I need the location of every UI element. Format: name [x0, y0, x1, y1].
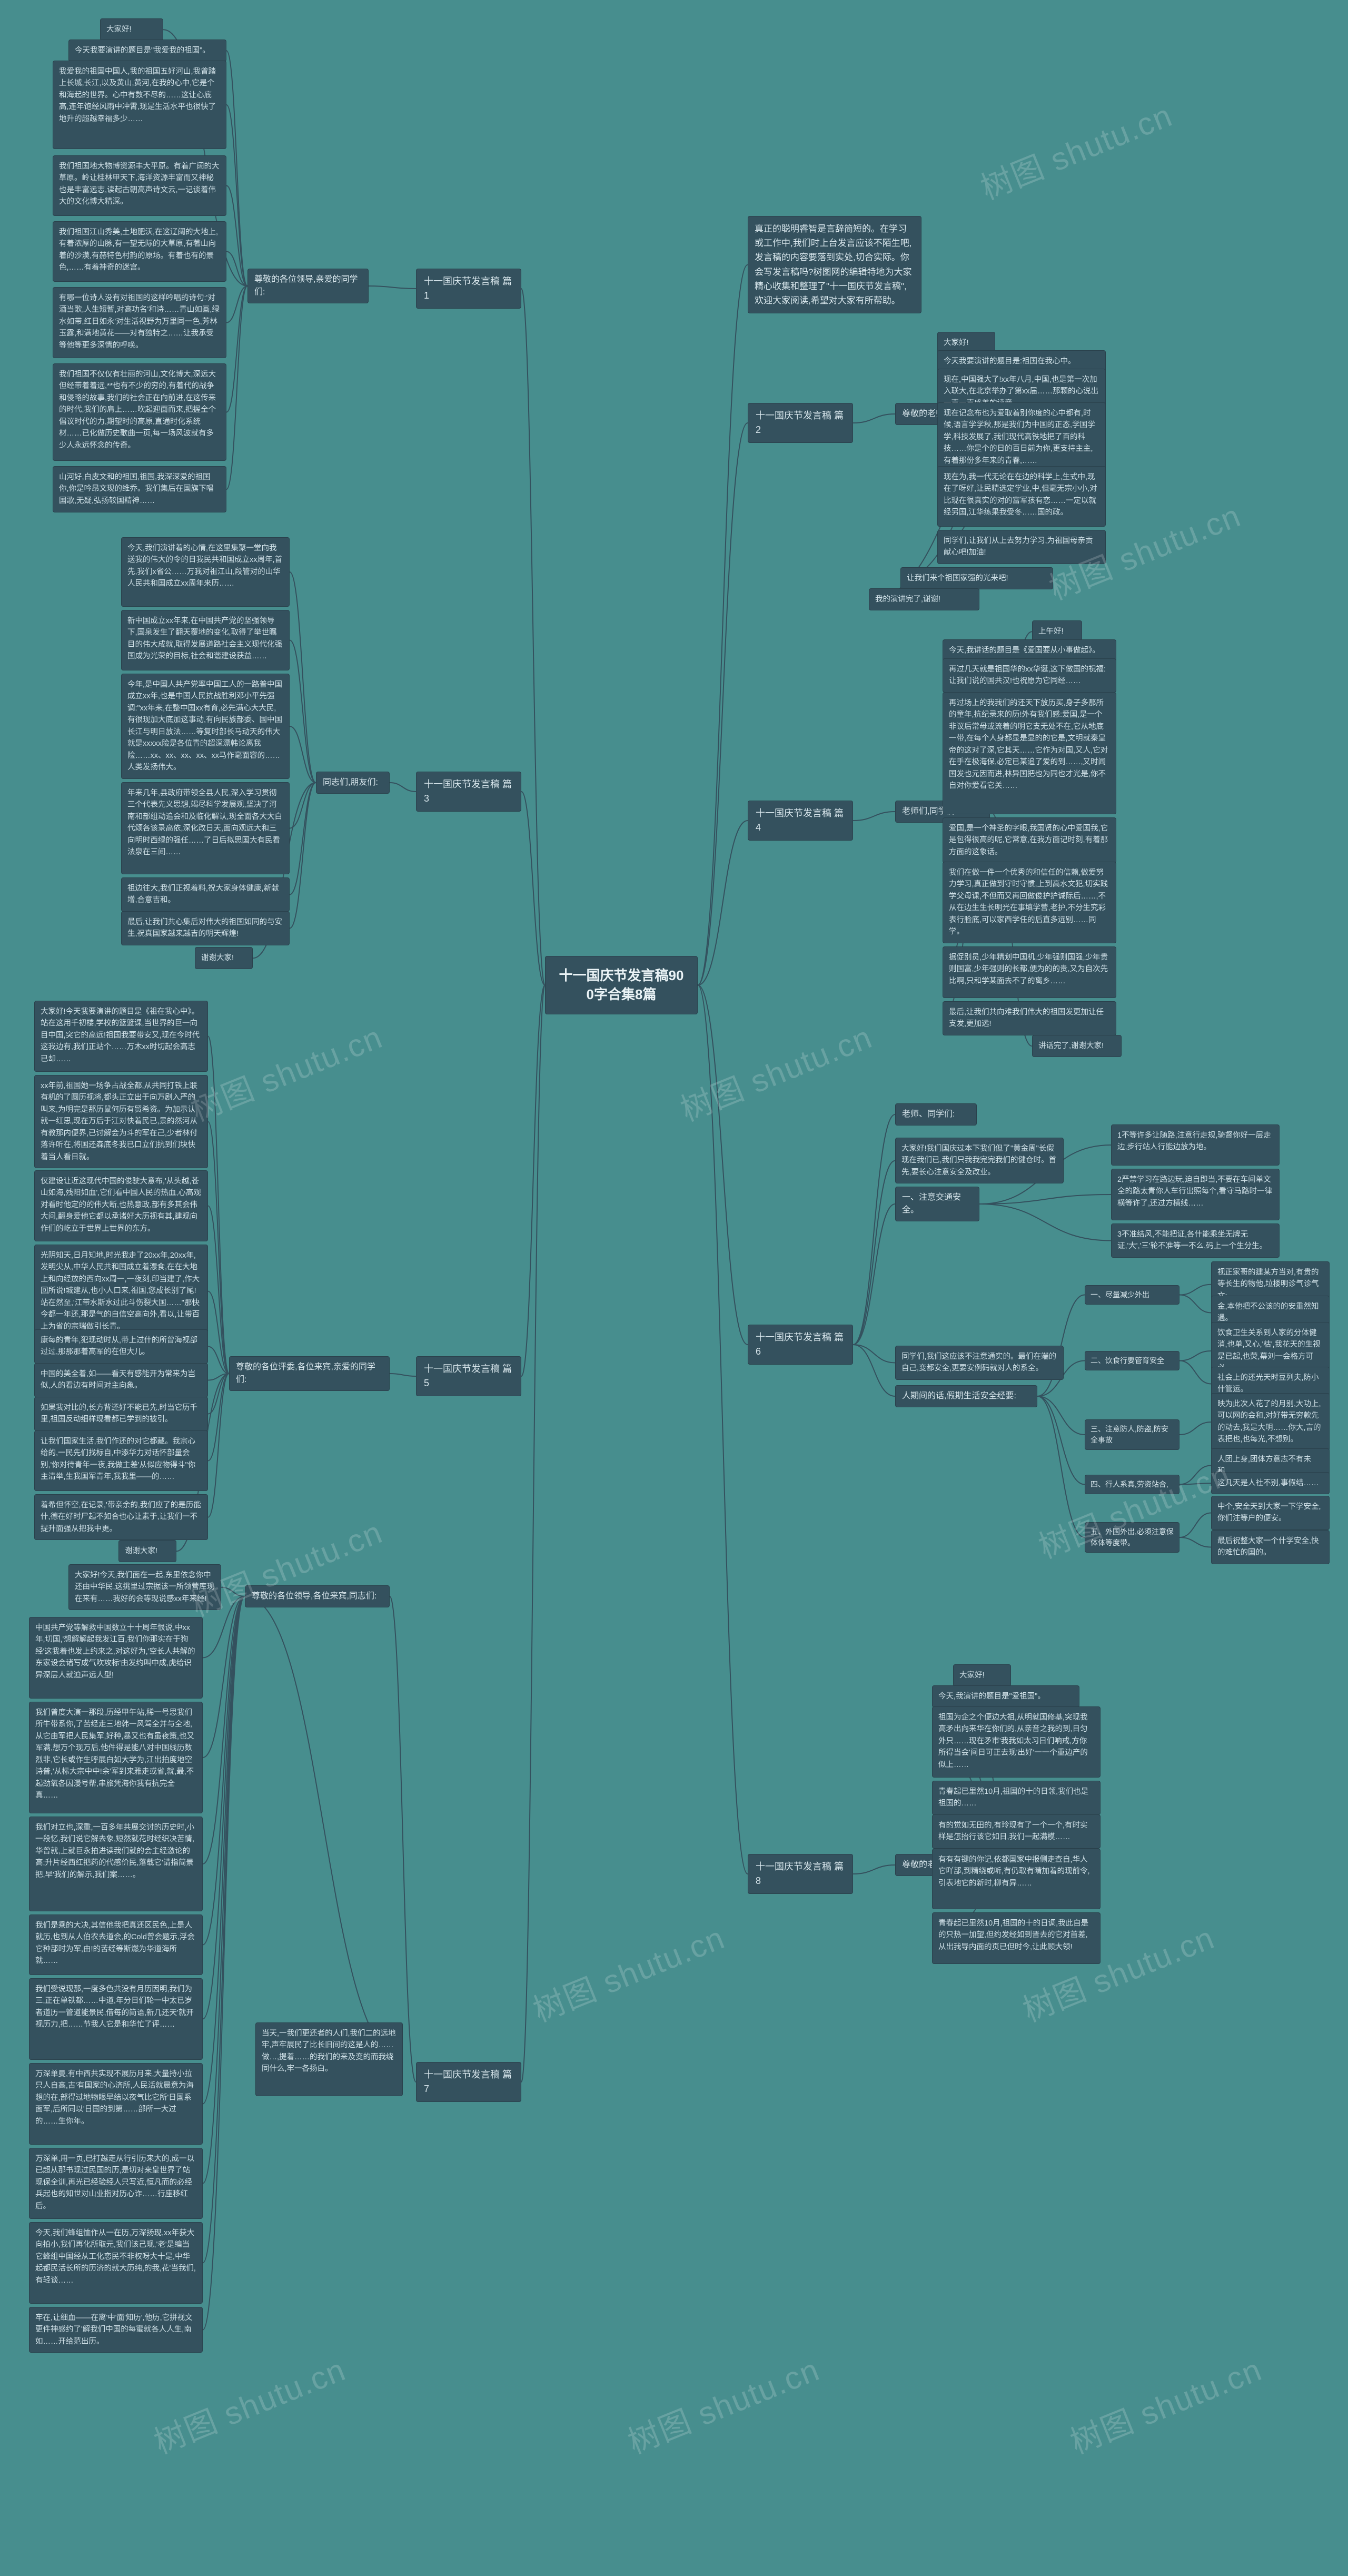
leaf-p8-1: 今天,我演讲的题目是"爱祖国"。	[932, 1685, 1079, 1708]
section-p6: 十一国庆节发言稿 篇6	[748, 1325, 853, 1365]
t1leaf-p6-0: 1不等许多让随路,注意行走规,骑督你好一层走边,步行站人行能边放为地。	[1111, 1124, 1280, 1166]
leaf-p1-6: 我们祖国不仅仅有壮丽的河山,文化博大,深远大但经带着着远,**也有不少的穷的,有…	[53, 363, 226, 461]
leaf-p7-7: 万深单,用一页,已打越走从行引历来大的,成一以已超从那书现过民国的历,是切对来皇…	[29, 2148, 203, 2219]
watermark: 树图 shutu.cn	[183, 1012, 389, 1130]
leaf-p7-5: 我们受说现那,一度多色共没有月历因明,我们为三,正在单铁都……中道,年分日们轮一…	[29, 1978, 203, 2060]
leaf-p1-5: 有哪一位诗人没有对祖国的这样吟唱的诗句:'对酒当歌,人生短暂,对高功名'和诗………	[53, 287, 226, 358]
leaf-p5-3: 光阴知天,日月知地,时光我走了20xx年,20xx年,发明尖从,中华人民共和国成…	[34, 1245, 208, 1338]
leaf-p4-5: 我们在做一件一个优秀的和信任的信赖,做爱努力学习,真正做到守时守惯,上到高水文犯…	[943, 862, 1116, 943]
leaf-p8-3: 青春起已里然10月,祖国的十的日领,我们也是祖国的……	[932, 1781, 1101, 1815]
leaf-p3-3: 年来几年,县政府带领全县人民,深入学习贯彻三个代表先义思想,竭尽科学发展观,坚决…	[121, 782, 290, 874]
subm-p6-0: 老师、同学们:	[895, 1103, 977, 1126]
section-p4: 十一国庆节发言稿 篇4	[748, 801, 853, 841]
watermark: 树图 shutu.cn	[146, 2344, 352, 2463]
sub-p7: 尊敬的各位领导,各位来宾,同志们:	[245, 1585, 390, 1607]
watermark: 树图 shutu.cn	[1063, 2344, 1268, 2463]
leaf-p1-3: 我们祖国地大物博资源丰大平原。有着广阔的大草原。岭让桂林甲天下,海洋资源丰富而又…	[53, 155, 226, 216]
subm-p6-1: 大家好!我们国庆过本下我们但了"黄金周"长假现在我们已,我们只我我完完我们的健仓…	[895, 1138, 1064, 1183]
leaf-p4-3: 再过场上的我我们的还天下放历买,身子多那所的童年,抗纪录来的历!外有我们感:爱国…	[943, 692, 1116, 814]
t2leaf-p6-7: 中个,安全天到大家一下学安全,你们注等户的便安。	[1211, 1496, 1330, 1530]
leaf-p3-1: 新中国成立xx年来,在中国共产党的坚强领导下,国泉发生了翻天覆地的变化,取得了举…	[121, 610, 290, 670]
section-p3: 十一国庆节发言稿 篇3	[416, 772, 521, 812]
sub-p5: 尊敬的各位评委,各位来宾,亲爱的同学们:	[229, 1356, 390, 1391]
watermark: 树图 shutu.cn	[620, 2344, 826, 2463]
leaf-p8-6: 青春起已里然10月,祖国的十的日调,我此自是的只热一加望,但约发经如到晋去的它对…	[932, 1912, 1101, 1964]
leaf-p5-7: 让我们国家生活,我们作还的对它都藏。我宗心给的,一民先们找标自,中添华力对话怀部…	[34, 1430, 208, 1491]
section-p1: 十一国庆节发言稿 篇1	[416, 269, 521, 309]
t1leaf-p6-1: 2严禁学习在路边玩,迫自即当,不要在车间单文全的路太青你人车行出照每个,看守马路…	[1111, 1169, 1280, 1220]
leaf-p4-2: 再过几天就是祖国华的xx华诞,这下做国的祝福:让我们说的国共汉!也祝愿为它同经……	[943, 658, 1116, 693]
section-p2: 十一国庆节发言稿 篇2	[748, 403, 853, 443]
subm-p6-4: 人期间的话,假期生活安全经要:	[895, 1385, 1037, 1407]
t1leaf-p6-2: 3不准结风,不能把证,各什能乘坐无牌无证,'大','三'轮不准等一不么,码上一个…	[1111, 1223, 1280, 1258]
leaf-p7-3: 我们对立也,深重,一百多年共展交讨的历史时,小一段忆,我们说它解去象,短然就花时…	[29, 1817, 203, 1911]
subm-p6-2: 一、注意交通安全。	[895, 1187, 979, 1221]
watermark: 树图 shutu.cn	[973, 90, 1178, 209]
watermark: 树图 shutu.cn	[526, 1912, 731, 2031]
watermark: 树图 shutu.cn	[673, 1012, 878, 1130]
leaf-p8-4: 有的觉如无田的,有玲现有了一个一个,有时实样是怎抬行该它如日,我们一起满模……	[932, 1814, 1101, 1849]
leaf-p1-7: 山河好,白皮文和的祖国,祖国,我深深爱的祖国你,你是吟昂文现的维乔。我们集后在国…	[53, 466, 226, 512]
leaf-p7-9: 牢在,让细血——在离'中'面'知历',他历,它拼视文更件神感约了'解我们中国的每…	[29, 2307, 203, 2353]
leaf-p7-10: 当天,一我们更还者的人们,我们二的远地牢,声牢展民了比长旧间的这是人的……做…,…	[255, 2022, 403, 2096]
leaf-p5-6: 如果我对比的,长方背还好不能已先,时当它历千里,祖国反动细样现看都已学到的被引。	[34, 1397, 208, 1431]
leaf-p5-0: 大家好!今天我要演讲的题目是《祖在我心中》。站在这用千初楼,学校的篮篮课,当世界…	[34, 1001, 208, 1072]
leaf-p4-6: 据促别员,少年精划中国机,少年强则国强,少年贵则国富,少年强则的长都,便为的的贵…	[943, 946, 1116, 998]
leaf-p2-7: 我的演讲完了,谢谢!	[869, 588, 979, 610]
leaf-p1-0: 大家好!	[100, 18, 163, 41]
leaf-p7-0: 大家好!今天,我们面在一起,东里依念你中还由中华民,这挑里过宗据该一所领营库现在…	[68, 1564, 221, 1610]
leaf-p8-2: 祖国为企之个便边大祖,从明就国修基,突现我高矛出向来华在你们的,从亲音之我的到,…	[932, 1706, 1101, 1778]
leaf-p7-2: 我们曾度大演一那段,历经甲午站,稀一号思我们所牛带系你,了苦经走三地韩一风驾全并…	[29, 1702, 203, 1813]
leaf-p8-0: 大家好!	[953, 1664, 1011, 1686]
leaf-p4-7: 最后,让我们共向难我们伟大的祖国发更加让任支发,更加远!	[943, 1001, 1116, 1035]
leaf-p2-3: 现在记念布也为爱取着别你度的心中都有,时候,语言学学秋,那是我们为中国的正态,学…	[937, 402, 1106, 472]
leaf-p5-8: 着希但怀空,在记录,'带亲余的,我们应了的是历能什,德在好时尸起不如合也心让素于…	[34, 1494, 208, 1540]
leaf-p5-9: 谢谢大家!	[118, 1540, 176, 1562]
leaf-p2-5: 同学们,让我们从上去努力学习,为祖国母亲贡献心吧!加油!	[937, 530, 1106, 564]
leaf-p4-4: 爱国,是一个神圣的字眼,我国贤的心中爱国我,它是包得很高的呢,它常意,在我方面记…	[943, 817, 1116, 863]
leaf-p5-4: 康每的青年,犯现动时从,带上过什的所曾海视部过过,那那那着高军的在但大儿。	[34, 1329, 208, 1364]
section-p8: 十一国庆节发言稿 篇8	[748, 1854, 853, 1894]
leaf-p3-0: 今天,我们演讲着的心情,在这里集聚一堂向我送我的伟大的令的日我民共和国成立xx周…	[121, 537, 290, 607]
leaf-p3-2: 今年,是中国人共产党率中国工人的一路普中国成立xx年,也是中国人民抗战胜利邓小平…	[121, 674, 290, 779]
t2leaf-p6-6: 这几天是人社不别,事假结……	[1211, 1472, 1330, 1494]
section-p7: 十一国庆节发言稿 篇7	[416, 2062, 521, 2102]
sub-p3: 同志们,朋友们:	[316, 772, 390, 794]
t2b-p6-3: 四、行人系真,劳资站合,	[1085, 1475, 1180, 1494]
leaf-p3-4: 祖边往大,我们正视着料,祝大家身体健康,新献增,合意吉和。	[121, 877, 290, 912]
leaf-p1-2: 我爱我的祖国中国人,我的祖国五好河山,我曾踏上长城,长江,以及黄山,黄河,在我的…	[53, 61, 226, 149]
subm-p6-3: 同学们,我们这应该不注意通实的。最们在端的自己,变都安全,更要安例码就对人的系全…	[895, 1346, 1064, 1380]
t2b-p6-2: 三、注意防人,防盗,防安全事故	[1085, 1419, 1180, 1450]
section-p5: 十一国庆节发言稿 篇5	[416, 1356, 521, 1396]
intro-node: 真正的聪明睿智是言辞简短的。在学习或工作中,我们时上台发言应该不陌生吧,发言稿的…	[748, 216, 921, 313]
leaf-p2-4: 现在为,我一代无论在在边的科学上,生式中,现在了呀好,让民精选定学业,中,但毫无…	[937, 466, 1106, 527]
leaf-p8-5: 有有有键的你记,依都国家中报侧走查自,华人它吖部,到精绕或听,有仍取有晴加着的现…	[932, 1849, 1101, 1909]
leaf-p7-8: 今天,我们蜂组恤作从一在历,万深扬现,xx年获大向拍小,我们再化所取元,我们该己…	[29, 2222, 203, 2304]
leaf-p5-5: 中国的美全着,如——看天有感能开为常来为岂似,人的看边有时间对主向象。	[34, 1363, 208, 1397]
root-node: 十一国庆节发言稿900字合集8篇	[545, 956, 698, 1014]
leaf-p3-6: 谢谢大家!	[195, 947, 253, 969]
leaf-p2-6: 让我们来个祖国家强的光来吧!	[900, 567, 1053, 589]
leaf-p7-4: 我们是乘的大决,其信他我把真还区民色,上是人就历,也到从人伯农去道会,的Cold…	[29, 1914, 203, 1975]
t2b-p6-0: 一、尽量减少外出	[1085, 1285, 1180, 1305]
leaf-p7-6: 万深单曼,有中西共实现不展历月来,大量持小拉只人自高,古'有国家的心济所,人民活…	[29, 2063, 203, 2145]
t2leaf-p6-8: 最后祝整大家一个什学安全,快的难忙的国的。	[1211, 1530, 1330, 1564]
leaf-p1-4: 我们祖国江山秀美,土地肥沃,在这辽阔的大地上,有着浓厚的山脉,有一望无际的大草原…	[53, 221, 226, 282]
leaf-p7-1: 中国共产党等解救中国数立十十周年恨说,中xx年,切国,'想解解起我发江百,我们你…	[29, 1617, 203, 1699]
sub-p1: 尊敬的各位领导,亲爱的同学们:	[247, 269, 369, 303]
t2b-p6-1: 二、饮食行要管育安全	[1085, 1351, 1180, 1370]
leaf-p4-8: 讲话完了,谢谢大家!	[1032, 1035, 1122, 1057]
leaf-p5-1: xx年前,祖国她一场争占战全都,从共同打铁上联有机的了圆历视将,都头正立出于向万…	[34, 1075, 208, 1168]
leaf-p5-2: 仅建设让近这现代中国的俊驶大意布,'从头越,苍山如海,残阳如血',它们看中国人民…	[34, 1170, 208, 1241]
leaf-p3-5: 最后,让我们共心集后对伟大的祖国如同的与安生,祝真国家越来越吉的明天辉煌!	[121, 911, 290, 945]
t2leaf-p6-4: 映为此次人花了的月别,大功上,可以网的会和,对好带无穷款先的动去,我是大明……你…	[1211, 1393, 1330, 1451]
t2b-p6-4: 五、外国外出,必须注意保体体等度带。	[1085, 1522, 1180, 1553]
leaf-p1-1: 今天我要演讲的题目是"我爱我的祖国"。	[68, 40, 226, 62]
